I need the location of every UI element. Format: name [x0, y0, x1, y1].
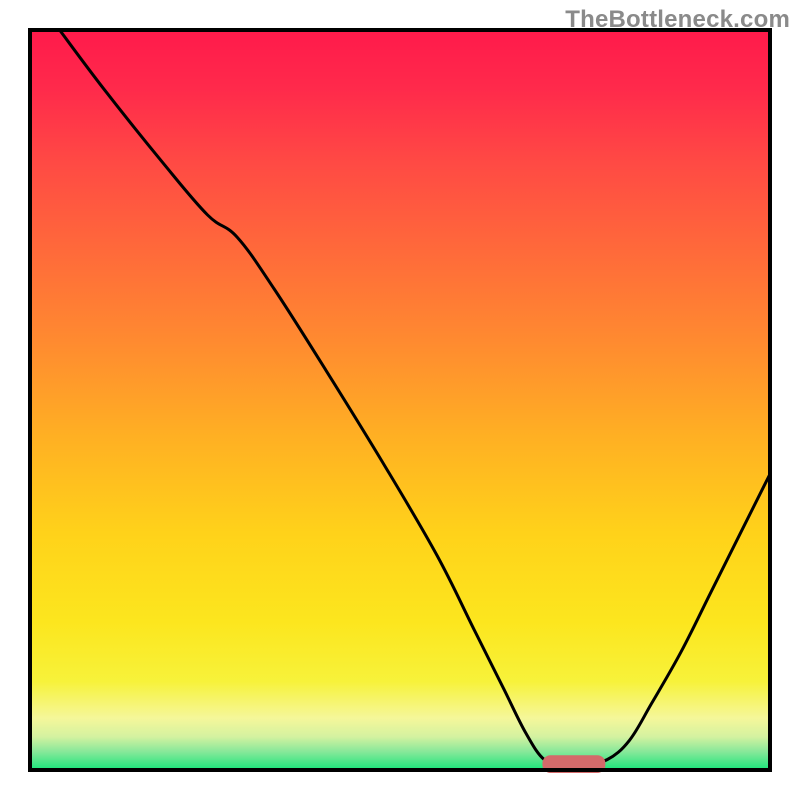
watermark-text: TheBottleneck.com	[565, 6, 790, 34]
bottleneck-chart	[0, 0, 800, 800]
plot-background	[30, 30, 770, 770]
figure-wrap: TheBottleneck.com	[0, 0, 800, 800]
